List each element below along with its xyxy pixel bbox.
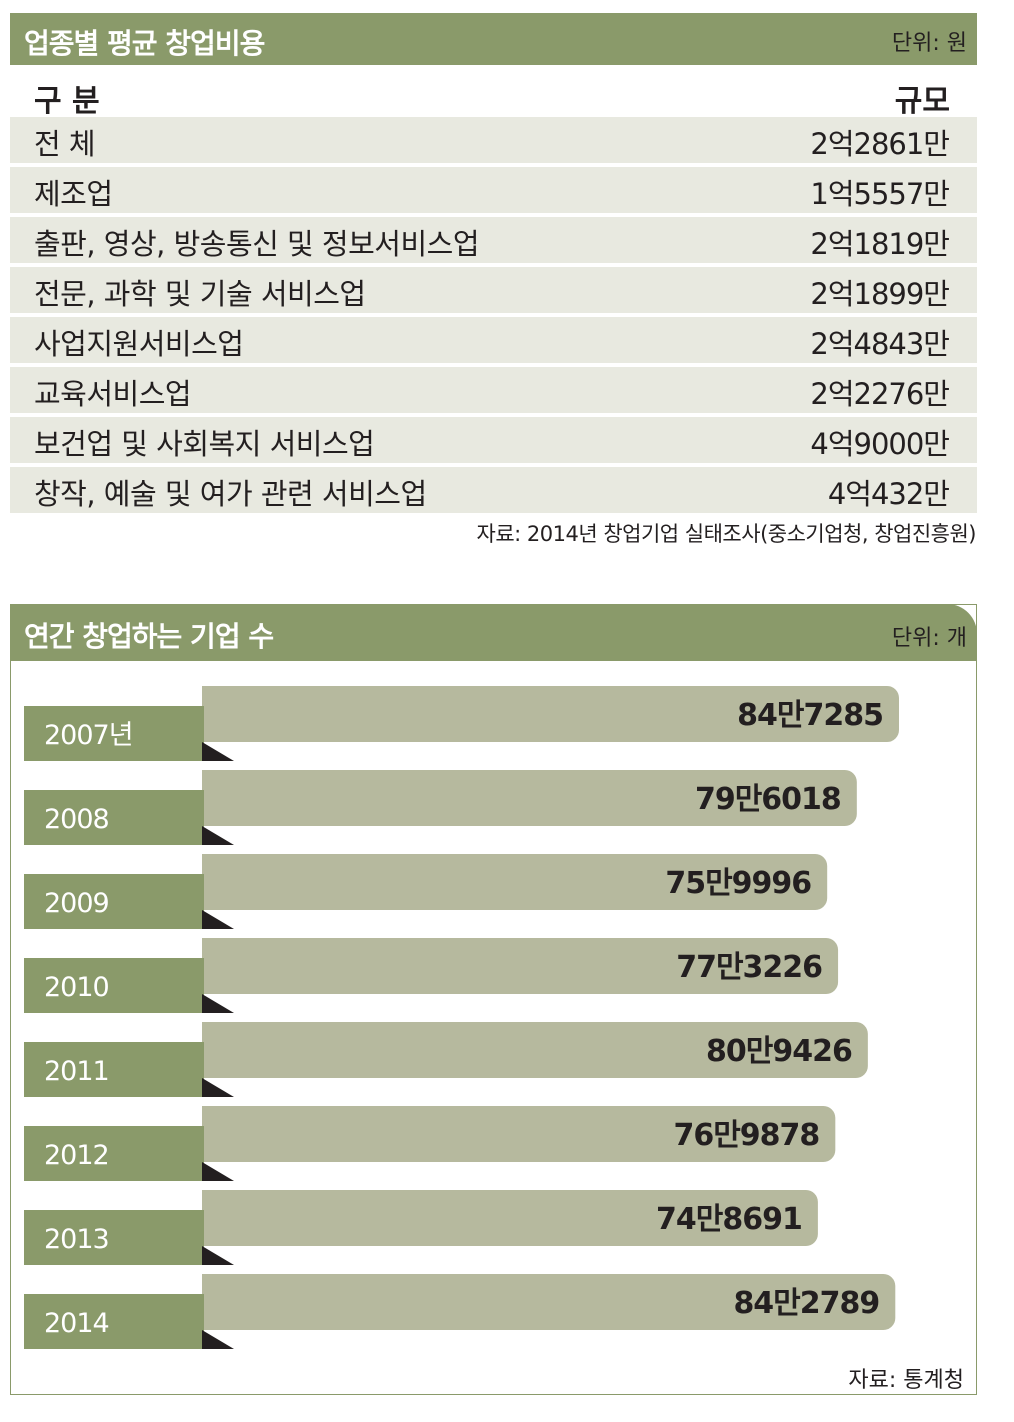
row-category: 창작, 예술 및 여가 관련 서비스업 xyxy=(34,477,427,511)
year-label-box xyxy=(24,1042,204,1097)
row-value: 2억2861만 xyxy=(810,127,950,161)
table-row: 창작, 예술 및 여가 관련 서비스업 4억432만 xyxy=(10,467,977,513)
year-label-box xyxy=(24,1294,204,1349)
row-category: 사업지원서비스업 xyxy=(34,327,244,361)
column-header-category: 구 분 xyxy=(34,84,100,119)
table-header-bar: 업종별 평균 창업비용 단위: 원 xyxy=(10,13,977,65)
bar xyxy=(202,770,857,826)
year-label: 2014 xyxy=(44,1308,109,1339)
bar-left-edge xyxy=(202,1106,222,1162)
table-row: 전 체 2억2861만 xyxy=(10,117,977,163)
year-label: 2009 xyxy=(44,888,109,919)
row-category: 출판, 영상, 방송통신 및 정보서비스업 xyxy=(34,227,480,261)
value-label: 76만9878 xyxy=(673,1118,819,1153)
year-label-box xyxy=(24,790,204,845)
bar xyxy=(202,1022,868,1078)
value-label: 84만7285 xyxy=(737,698,883,733)
row-category: 보건업 및 사회복지 서비스업 xyxy=(34,427,375,461)
row-value: 2억4843만 xyxy=(810,327,950,361)
ribbon-fold xyxy=(202,826,234,845)
column-header-value: 규모 xyxy=(894,84,950,119)
row-value: 2억2276만 xyxy=(810,377,950,411)
row-value: 2억1819만 xyxy=(810,227,950,261)
bar-left-edge xyxy=(202,1274,222,1330)
chart-header-bar: 연간 창업하는 기업 수 단위: 개 xyxy=(10,604,977,661)
ribbon-fold xyxy=(202,1162,234,1181)
ribbon-fold xyxy=(202,742,234,761)
year-label: 2010 xyxy=(44,972,109,1003)
bar xyxy=(202,1190,818,1246)
table-row: 전문, 과학 및 기술 서비스업 2억1899만 xyxy=(10,267,977,313)
ribbon-fold xyxy=(202,1078,234,1097)
table-source: 자료: 2014년 창업기업 실태조사(중소기업청, 창업진흥원) xyxy=(476,522,977,546)
year-label: 2012 xyxy=(44,1140,109,1171)
ribbon-fold xyxy=(202,1246,234,1265)
value-label: 77만3226 xyxy=(676,950,822,985)
chart-title: 연간 창업하는 기업 수 xyxy=(24,620,274,653)
ribbon-fold xyxy=(202,910,234,929)
chart-unit: 단위: 개 xyxy=(891,626,967,651)
value-label: 75만9996 xyxy=(665,866,811,901)
row-value: 1억5557만 xyxy=(810,177,950,211)
row-category: 전 체 xyxy=(34,127,96,161)
bar-left-edge xyxy=(202,1022,222,1078)
year-label: 2008 xyxy=(44,804,109,835)
year-label-box xyxy=(24,1126,204,1181)
value-label: 79만6018 xyxy=(695,782,841,817)
table-row: 사업지원서비스업 2억4843만 xyxy=(10,317,977,363)
bar-left-edge xyxy=(202,1190,222,1246)
table-row: 출판, 영상, 방송통신 및 정보서비스업 2억1819만 xyxy=(10,217,977,263)
value-label: 84만2789 xyxy=(733,1286,879,1321)
bar xyxy=(202,938,839,994)
chart-source: 자료: 통계청 xyxy=(848,1368,964,1393)
table-unit: 단위: 원 xyxy=(891,31,967,56)
bar xyxy=(202,1106,836,1162)
bar-left-edge xyxy=(202,686,222,742)
row-value: 4억9000만 xyxy=(810,427,950,461)
bar xyxy=(202,686,899,742)
bar-left-edge xyxy=(202,770,222,826)
year-label: 2011 xyxy=(44,1056,109,1087)
table-title: 업종별 평균 창업비용 xyxy=(24,27,265,60)
row-category: 제조업 xyxy=(34,177,113,211)
bar-left-edge xyxy=(202,854,222,910)
bar-left-edge xyxy=(202,938,222,994)
year-label: 2007년 xyxy=(44,720,133,751)
table-row: 교육서비스업 2억2276만 xyxy=(10,367,977,413)
year-label-box xyxy=(24,1210,204,1265)
table-body: 전 체 2억2861만 제조업 1억5557만 출판, 영상, 방송통신 및 정… xyxy=(10,117,977,517)
row-value: 4억432만 xyxy=(827,477,950,511)
ribbon-fold xyxy=(202,1330,234,1349)
row-value: 2억1899만 xyxy=(810,277,950,311)
value-label: 80만9426 xyxy=(706,1034,852,1069)
value-label: 74만8691 xyxy=(656,1202,802,1237)
bar xyxy=(202,1274,896,1330)
year-label-box xyxy=(24,706,204,761)
table-row: 보건업 및 사회복지 서비스업 4억9000만 xyxy=(10,417,977,463)
row-category: 전문, 과학 및 기술 서비스업 xyxy=(34,277,366,311)
table-row: 제조업 1억5557만 xyxy=(10,167,977,213)
ribbon-fold xyxy=(202,994,234,1013)
bar xyxy=(202,854,828,910)
year-label-box xyxy=(24,874,204,929)
year-label-box xyxy=(24,958,204,1013)
year-label: 2013 xyxy=(44,1224,109,1255)
row-category: 교육서비스업 xyxy=(34,377,192,411)
